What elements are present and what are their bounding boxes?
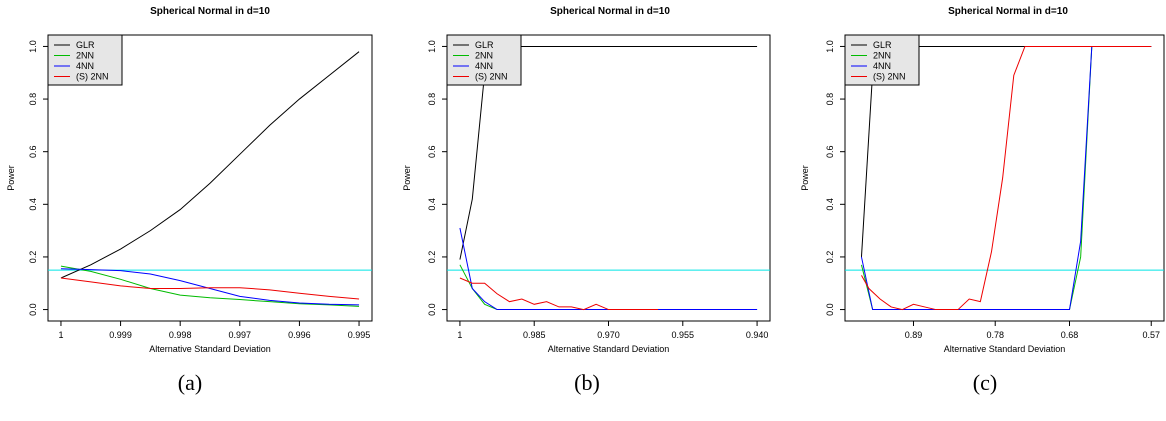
chart-title: Spherical Normal in d=10 <box>150 6 270 17</box>
series-line-4nn <box>60 268 360 306</box>
y-tick-label: 0.0 <box>28 303 38 316</box>
y-tick-label: 0.2 <box>427 251 437 264</box>
legend-entry: 2NN <box>873 51 891 61</box>
plot-frame <box>47 34 373 322</box>
series-line-glr <box>60 51 360 279</box>
legend-entry: 4NN <box>76 61 94 71</box>
y-tick-label: 0.8 <box>825 93 835 106</box>
chart-title: Spherical Normal in d=10 <box>550 6 670 17</box>
x-tick-label: 1 <box>58 330 63 340</box>
x-tick-label: 0.78 <box>986 330 1004 340</box>
x-axis-label: Alternative Standard Deviation <box>944 344 1066 354</box>
x-tick-label: 0.68 <box>1061 330 1079 340</box>
y-axis-label: Power <box>800 165 810 191</box>
y-tick-label: 0.8 <box>28 93 38 106</box>
legend-entry: 2NN <box>76 51 94 61</box>
y-axis-label: Power <box>402 165 412 191</box>
x-tick-label: 0.997 <box>229 330 252 340</box>
x-axis-label: Alternative Standard Deviation <box>149 344 271 354</box>
x-tick-label: 0.998 <box>169 330 192 340</box>
legend-entry: 2NN <box>475 51 493 61</box>
y-tick-label: 0.8 <box>427 93 437 106</box>
chart-panel-b: Spherical Normal in d=10 Alternative Stan… <box>402 6 771 354</box>
y-tick-label: 0.6 <box>28 145 38 158</box>
caption-b: (b) <box>574 370 600 395</box>
series-line-s-2nn <box>459 277 659 311</box>
legend-entry: 4NN <box>873 61 891 71</box>
y-tick-label: 0.0 <box>427 303 437 316</box>
x-tick-label: 0.970 <box>597 330 620 340</box>
series-line-2nn <box>459 264 758 311</box>
legend-entry: (S) 2NN <box>475 72 508 82</box>
legend-entry: GLR <box>475 40 494 50</box>
caption-a: (a) <box>178 370 202 395</box>
x-tick-label: 0.57 <box>1142 330 1160 340</box>
x-tick-label: 0.89 <box>905 330 923 340</box>
chart-title: Spherical Normal in d=10 <box>948 6 1068 17</box>
y-tick-label: 1.0 <box>427 40 437 53</box>
y-tick-label: 1.0 <box>28 40 38 53</box>
series-line-4nn <box>459 227 758 311</box>
x-tick-label: 0.985 <box>523 330 546 340</box>
x-tick-label: 0.999 <box>109 330 132 340</box>
y-tick-label: 0.4 <box>28 198 38 211</box>
chart-panel-c: Spherical Normal in d=10 Alternative Stan… <box>800 6 1165 354</box>
y-axis-label: Power <box>6 165 16 191</box>
legend-entry: GLR <box>873 40 892 50</box>
x-tick-label: 0.995 <box>348 330 371 340</box>
x-tick-label: 0.996 <box>288 330 311 340</box>
legend-entry: (S) 2NN <box>76 72 109 82</box>
series-line-s-2nn <box>861 45 1152 311</box>
plot-frame <box>844 34 1165 322</box>
legend-entry: (S) 2NN <box>873 72 906 82</box>
y-tick-label: 1.0 <box>825 40 835 53</box>
y-tick-label: 0.4 <box>427 198 437 211</box>
x-tick-label: 1 <box>457 330 462 340</box>
y-tick-label: 0.6 <box>427 145 437 158</box>
x-axis-label: Alternative Standard Deviation <box>548 344 670 354</box>
series-line-2nn <box>60 265 360 307</box>
legend-entry: 4NN <box>475 61 493 71</box>
x-tick-label: 0.940 <box>746 330 769 340</box>
caption-c: (c) <box>973 370 997 395</box>
y-tick-label: 0.2 <box>825 251 835 264</box>
y-tick-label: 0.0 <box>825 303 835 316</box>
chart-panel-a: Spherical Normal in d=10 Alternative Stan… <box>6 6 373 354</box>
y-tick-label: 0.6 <box>825 145 835 158</box>
legend-entry: GLR <box>76 40 95 50</box>
x-tick-label: 0.955 <box>672 330 695 340</box>
y-tick-label: 0.2 <box>28 251 38 264</box>
series-line-s-2nn <box>60 277 360 300</box>
y-tick-label: 0.4 <box>825 198 835 211</box>
